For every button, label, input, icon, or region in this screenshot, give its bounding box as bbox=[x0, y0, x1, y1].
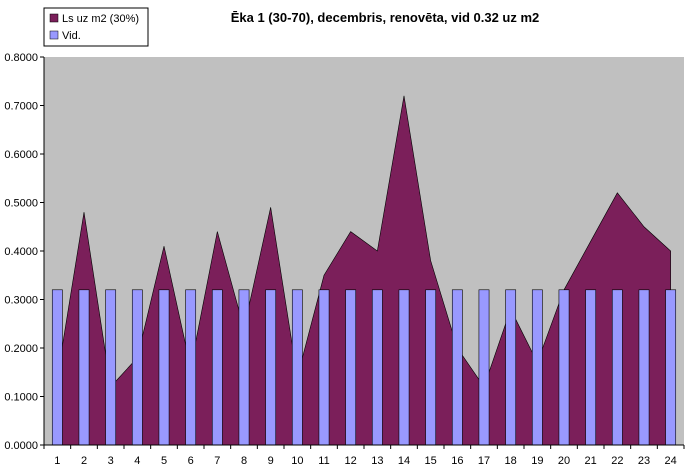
bar bbox=[425, 289, 437, 446]
x-tick-label: 13 bbox=[371, 455, 383, 467]
x-tick-label: 24 bbox=[665, 455, 677, 467]
x-tick-label: 1 bbox=[54, 455, 60, 467]
y-tick-label: 0.7000 bbox=[4, 101, 38, 113]
legend: Ls uz m2 (30%) Vid. bbox=[43, 7, 149, 47]
x-tick-label: 8 bbox=[241, 455, 247, 467]
bar bbox=[185, 289, 197, 446]
x-tick-label: 3 bbox=[108, 455, 114, 467]
x-tick-label: 18 bbox=[505, 455, 517, 467]
y-tick-label: 0.2000 bbox=[4, 343, 38, 355]
legend-label-area: Ls uz m2 (30%) bbox=[62, 13, 139, 25]
y-tick-label: 0.8000 bbox=[4, 52, 38, 64]
bar bbox=[665, 289, 677, 446]
y-tick-label: 0.3000 bbox=[4, 295, 38, 307]
x-tick-label: 4 bbox=[134, 455, 140, 467]
x-tick-label: 19 bbox=[531, 455, 543, 467]
bar bbox=[131, 289, 143, 446]
bar bbox=[345, 289, 357, 446]
bar bbox=[505, 289, 517, 446]
bar bbox=[585, 289, 597, 446]
legend-swatch-area bbox=[49, 13, 59, 23]
bar bbox=[478, 289, 490, 446]
bar bbox=[78, 289, 90, 446]
y-tick-label: 0.4000 bbox=[4, 246, 38, 258]
bar bbox=[105, 289, 117, 446]
x-tick-label: 14 bbox=[398, 455, 410, 467]
bar bbox=[611, 289, 623, 446]
bar bbox=[158, 289, 170, 446]
x-tick-label: 20 bbox=[558, 455, 570, 467]
y-tick-label: 0.0000 bbox=[4, 440, 38, 452]
bar bbox=[558, 289, 570, 446]
bar bbox=[398, 289, 410, 446]
x-tick-label: 12 bbox=[345, 455, 357, 467]
bar bbox=[451, 289, 463, 446]
bar bbox=[638, 289, 650, 446]
x-tick-label: 7 bbox=[214, 455, 220, 467]
x-tick-label: 15 bbox=[425, 455, 437, 467]
x-tick-label: 16 bbox=[451, 455, 463, 467]
bar bbox=[211, 289, 223, 446]
x-tick-label: 9 bbox=[268, 455, 274, 467]
area-series bbox=[57, 95, 671, 446]
bar bbox=[318, 289, 330, 446]
y-tick-label: 0.6000 bbox=[4, 149, 38, 161]
bar bbox=[265, 289, 277, 446]
bar bbox=[291, 289, 303, 446]
x-tick-label: 11 bbox=[318, 455, 329, 467]
x-tick-label: 21 bbox=[585, 455, 597, 467]
y-tick-label: 0.5000 bbox=[4, 198, 38, 210]
bar bbox=[531, 289, 543, 446]
bar bbox=[51, 289, 63, 446]
x-tick-label: 2 bbox=[81, 455, 87, 467]
bar bbox=[238, 289, 250, 446]
x-tick-label: 6 bbox=[188, 455, 194, 467]
x-tick-label: 10 bbox=[291, 455, 303, 467]
x-tick-label: 17 bbox=[478, 455, 490, 467]
legend-box bbox=[43, 7, 149, 47]
x-tick-label: 23 bbox=[638, 455, 650, 467]
legend-label-bar: Vid. bbox=[62, 30, 81, 42]
x-tick-label: 5 bbox=[161, 455, 167, 467]
chart-title: Ēka 1 (30-70), decembris, renovēta, vid … bbox=[231, 10, 540, 25]
bar bbox=[371, 289, 383, 446]
legend-swatch-bar bbox=[49, 30, 59, 40]
y-tick-label: 0.1000 bbox=[4, 392, 38, 404]
x-tick-label: 22 bbox=[611, 455, 623, 467]
